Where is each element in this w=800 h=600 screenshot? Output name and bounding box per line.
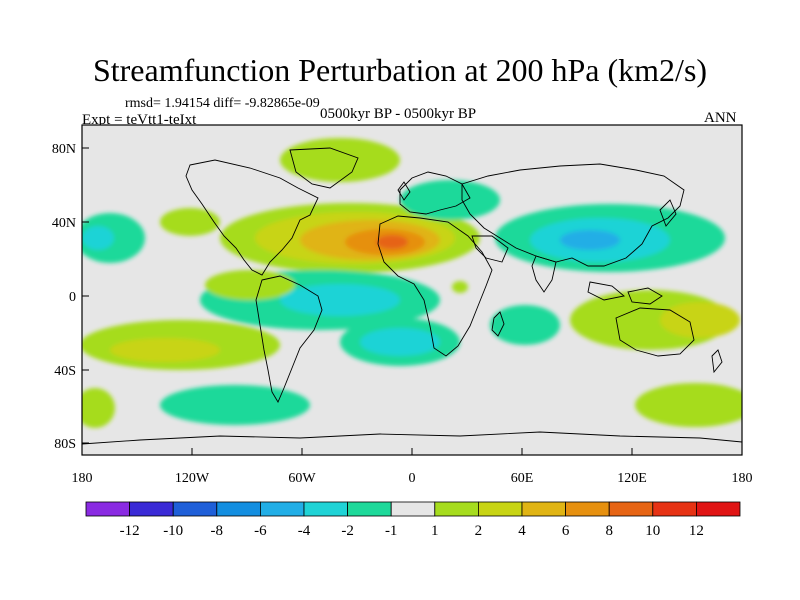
colorbar-label: -2	[341, 523, 354, 539]
y-tick-label: 80N	[52, 142, 76, 157]
colorbar-swatch	[652, 501, 697, 517]
x-tick-labels: 180 120W 60W 0 60E 120E 180	[72, 471, 753, 486]
colorbar-swatch	[608, 501, 654, 517]
chart-title: Streamfunction Perturbation at 200 hPa (…	[92, 52, 708, 88]
x-tick-label: 0	[409, 471, 416, 486]
colorbar-label: 1	[431, 523, 439, 539]
x-tick-label: 120W	[175, 471, 210, 486]
colorbar-swatch	[390, 501, 436, 517]
y-tick-label: 40S	[54, 364, 76, 379]
colorbar-label: -10	[163, 523, 183, 539]
x-tick-label: 120E	[617, 471, 647, 486]
colorbar-label: 12	[689, 523, 704, 539]
x-tick-label: 60E	[511, 471, 534, 486]
colorbar-swatch	[216, 501, 261, 517]
colorbar-swatch	[303, 501, 348, 517]
colorbar-label: 4	[518, 523, 526, 539]
arctic-positive-region	[280, 138, 400, 182]
colorbar-label: 10	[645, 523, 660, 539]
colorbar-label: 6	[562, 523, 570, 539]
y-tick-label: 80S	[54, 437, 76, 452]
colorbar	[85, 501, 741, 517]
stats-label: rmsd= 1.94154 diff= -9.82865e-09	[125, 96, 320, 111]
colorbar-swatch	[434, 501, 479, 517]
x-tick-label: 180	[72, 471, 93, 486]
x-tick-label: 60W	[288, 471, 316, 486]
x-tick-label: 180	[732, 471, 753, 486]
colorbar-label: -12	[120, 523, 140, 539]
colorbar-swatch	[172, 501, 218, 517]
colorbar-swatch	[259, 501, 305, 517]
colorbar-swatch	[696, 501, 741, 517]
colorbar-labels: -12 -10 -8 -6 -4 -2 -1 1 2 4 6 8 10 12	[120, 523, 704, 539]
colorbar-swatch	[521, 501, 566, 517]
colorbar-label: -4	[298, 523, 311, 539]
colorbar-swatch	[129, 501, 174, 517]
colorbar-label: -6	[254, 523, 267, 539]
season-label: ANN	[704, 110, 737, 126]
colorbar-label: -1	[385, 523, 398, 539]
southern-negative-region	[160, 385, 310, 425]
axis-ticks	[81, 147, 743, 455]
colorbar-label: 2	[475, 523, 483, 539]
experiment-label: Expt = teVtt1-teIxt	[82, 112, 197, 128]
y-tick-label: 0	[69, 290, 76, 305]
colorbar-swatch	[565, 501, 610, 517]
y-tick-label: 40N	[52, 216, 76, 231]
y-tick-labels: 80N 40N 0 40S 80S	[52, 142, 76, 452]
period-label: 0500kyr BP - 0500kyr BP	[320, 106, 477, 122]
europe-negative-region	[400, 180, 500, 220]
colorbar-swatch	[85, 501, 130, 517]
colorbar-label: 8	[605, 523, 613, 539]
colorbar-swatch	[477, 501, 523, 517]
streamfunction-field	[82, 125, 742, 455]
coastlines	[82, 147, 742, 445]
colorbar-label: -8	[211, 523, 224, 539]
colorbar-swatch	[347, 501, 392, 517]
